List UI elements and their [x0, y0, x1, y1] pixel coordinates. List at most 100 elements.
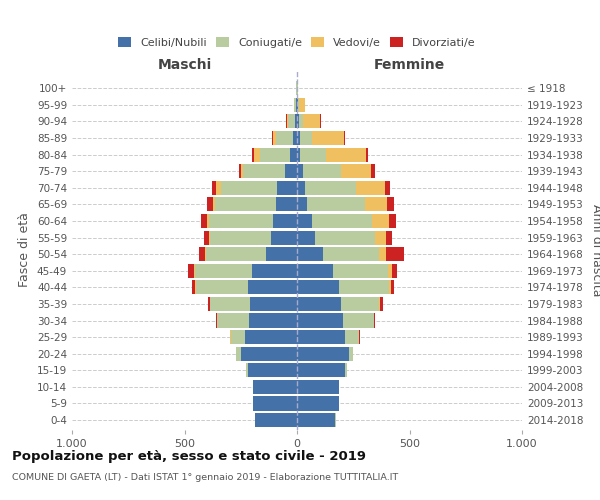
Bar — [297, 230, 315, 244]
Bar — [243, 164, 284, 178]
Y-axis label: Anni di nascita: Anni di nascita — [590, 204, 600, 296]
Bar — [209, 214, 274, 228]
Bar — [294, 98, 296, 112]
Text: Femmine: Femmine — [374, 58, 445, 72]
Bar — [302, 164, 341, 178]
Bar — [211, 230, 271, 244]
Bar — [312, 131, 344, 145]
Bar — [297, 114, 299, 128]
Bar — [307, 198, 365, 211]
Bar — [212, 180, 216, 195]
Bar — [389, 280, 391, 294]
Bar — [211, 297, 250, 311]
Bar — [254, 148, 260, 162]
Bar — [371, 164, 374, 178]
Text: Maschi: Maschi — [157, 58, 212, 72]
Bar — [346, 363, 347, 378]
Bar — [253, 380, 297, 394]
Bar — [297, 180, 305, 195]
Bar — [297, 214, 311, 228]
Bar — [346, 330, 359, 344]
Bar — [247, 363, 248, 378]
Bar — [300, 131, 312, 145]
Bar — [207, 198, 212, 211]
Bar — [241, 346, 297, 360]
Bar — [221, 180, 277, 195]
Bar — [389, 214, 396, 228]
Bar — [208, 297, 210, 311]
Bar — [301, 148, 326, 162]
Bar — [215, 198, 275, 211]
Bar — [206, 247, 265, 261]
Bar — [265, 247, 297, 261]
Bar — [217, 314, 248, 328]
Bar — [392, 264, 397, 278]
Bar — [386, 230, 392, 244]
Bar — [341, 297, 379, 311]
Bar — [205, 247, 206, 261]
Bar — [253, 148, 254, 162]
Bar — [212, 198, 215, 211]
Bar — [271, 230, 297, 244]
Bar — [248, 280, 297, 294]
Bar — [241, 164, 243, 178]
Bar — [290, 148, 297, 162]
Bar — [248, 314, 297, 328]
Bar — [248, 363, 297, 378]
Bar — [196, 280, 248, 294]
Bar — [365, 148, 368, 162]
Bar — [194, 264, 252, 278]
Bar — [343, 314, 373, 328]
Text: COMUNE DI GAETA (LT) - Dati ISTAT 1° gennaio 2019 - Elaborazione TUTTITALIA.IT: COMUNE DI GAETA (LT) - Dati ISTAT 1° gen… — [12, 472, 398, 482]
Bar — [256, 413, 297, 427]
Bar — [299, 114, 304, 128]
Bar — [207, 214, 209, 228]
Bar — [297, 363, 346, 378]
Bar — [349, 346, 353, 360]
Bar — [386, 247, 404, 261]
Bar — [338, 280, 389, 294]
Bar — [260, 148, 290, 162]
Bar — [380, 297, 383, 311]
Bar — [188, 264, 194, 278]
Bar — [192, 280, 196, 294]
Bar — [379, 247, 386, 261]
Bar — [373, 214, 389, 228]
Bar — [274, 214, 297, 228]
Bar — [277, 180, 297, 195]
Bar — [326, 148, 365, 162]
Bar — [297, 297, 341, 311]
Text: Popolazione per età, sesso e stato civile - 2019: Popolazione per età, sesso e stato civil… — [12, 450, 366, 463]
Bar — [296, 98, 297, 112]
Bar — [297, 131, 300, 145]
Bar — [315, 230, 374, 244]
Bar — [298, 98, 299, 112]
Bar — [287, 114, 288, 128]
Bar — [236, 346, 241, 360]
Bar — [204, 230, 209, 244]
Bar — [199, 247, 205, 261]
Bar — [365, 198, 387, 211]
Bar — [387, 198, 394, 211]
Bar — [379, 297, 380, 311]
Bar — [311, 214, 373, 228]
Bar — [252, 264, 297, 278]
Bar — [373, 314, 374, 328]
Bar — [288, 114, 295, 128]
Bar — [391, 280, 394, 294]
Bar — [374, 314, 376, 328]
Bar — [253, 396, 297, 410]
Bar — [297, 98, 298, 112]
Bar — [297, 380, 338, 394]
Bar — [215, 314, 217, 328]
Bar — [388, 264, 392, 278]
Bar — [297, 346, 349, 360]
Bar — [305, 180, 355, 195]
Bar — [297, 264, 333, 278]
Bar — [239, 164, 241, 178]
Bar — [374, 230, 386, 244]
Bar — [275, 131, 293, 145]
Bar — [297, 148, 301, 162]
Bar — [297, 280, 338, 294]
Bar — [297, 314, 343, 328]
